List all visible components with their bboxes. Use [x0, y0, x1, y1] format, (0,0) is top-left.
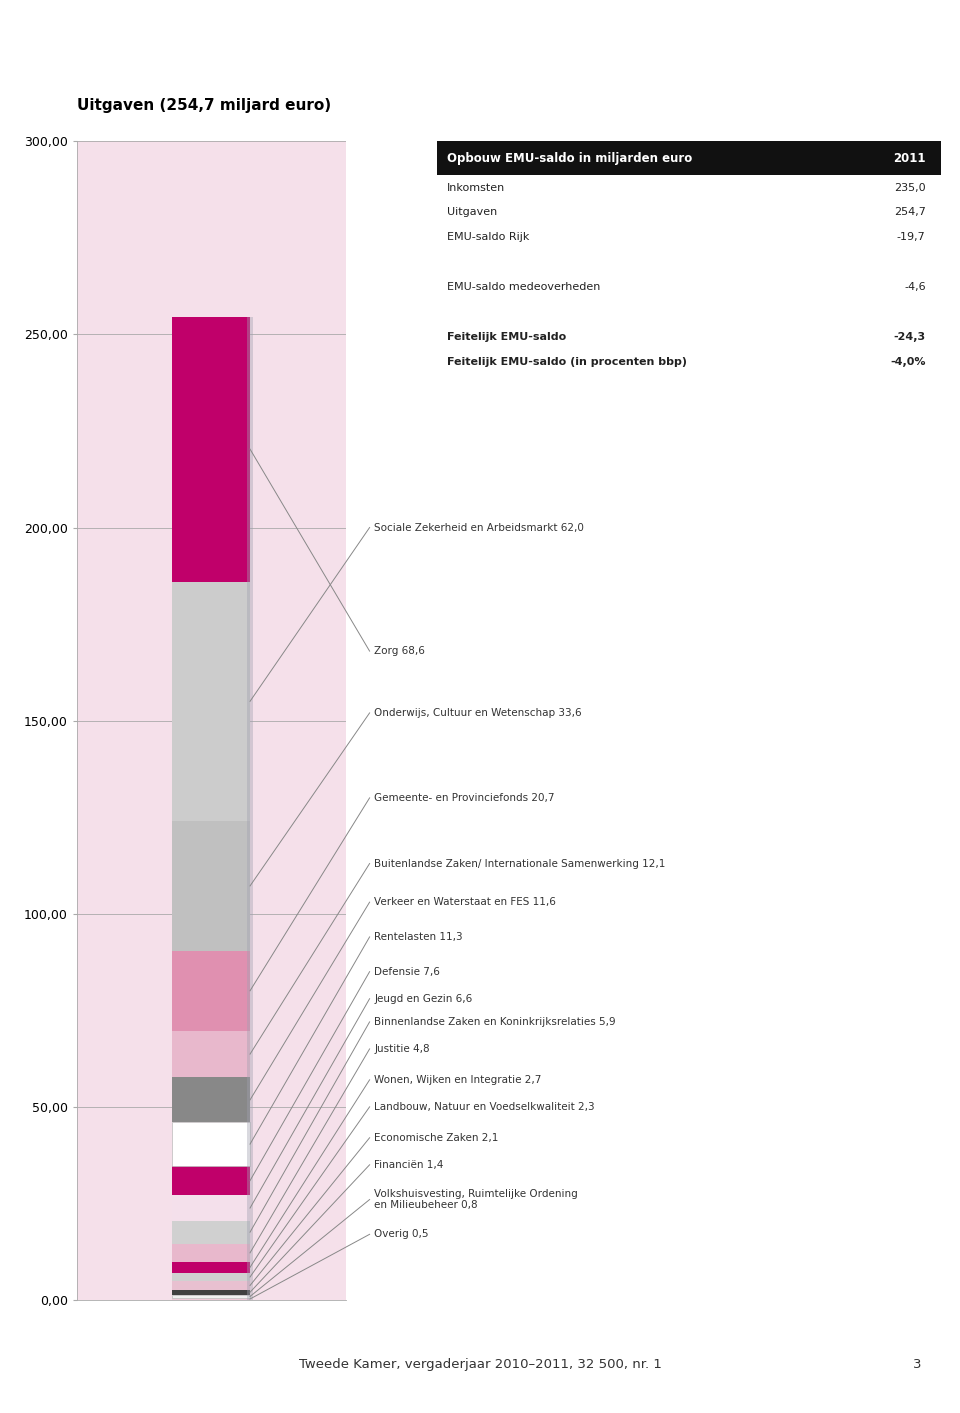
- Text: Onderwijs, Cultuur en Wetenschap 33,6: Onderwijs, Cultuur en Wetenschap 33,6: [374, 708, 582, 718]
- Text: -4,6: -4,6: [904, 283, 925, 292]
- Bar: [173, 1122, 250, 1166]
- Bar: [173, 1282, 250, 1290]
- Text: Justitie 4,8: Justitie 4,8: [374, 1044, 430, 1054]
- Bar: [173, 1078, 250, 1122]
- Bar: [173, 1221, 250, 1243]
- Text: Buitenlandse Zaken/ Internationale Samenwerking 12,1: Buitenlandse Zaken/ Internationale Samen…: [374, 859, 666, 869]
- Text: Volkshuisvesting, Ruimtelijke Ordening
en Milieubeheer 0,8: Volkshuisvesting, Ruimtelijke Ordening e…: [374, 1188, 578, 1211]
- Text: 254,7: 254,7: [894, 208, 925, 218]
- Text: 235,0: 235,0: [894, 182, 925, 192]
- Text: Overig 0,5: Overig 0,5: [374, 1229, 429, 1239]
- Text: Verkeer en Waterstaat en FES 11,6: Verkeer en Waterstaat en FES 11,6: [374, 897, 556, 907]
- Bar: [173, 1299, 250, 1300]
- Bar: [173, 1195, 250, 1221]
- Text: Rentelasten 11,3: Rentelasten 11,3: [374, 933, 463, 942]
- Bar: [173, 1294, 250, 1299]
- Text: EMU-saldo Rijk: EMU-saldo Rijk: [446, 232, 529, 243]
- Text: -19,7: -19,7: [897, 232, 925, 243]
- Text: Uitgaven: Uitgaven: [446, 208, 497, 218]
- Text: Zorg 68,6: Zorg 68,6: [374, 646, 425, 656]
- Bar: [173, 1273, 250, 1282]
- Text: Inkomsten: Inkomsten: [446, 182, 505, 192]
- Text: Wonen, Wijken en Integratie 2,7: Wonen, Wijken en Integratie 2,7: [374, 1075, 541, 1085]
- Bar: [247, 317, 253, 1300]
- Text: 2011: 2011: [893, 151, 925, 165]
- Bar: [173, 1290, 250, 1294]
- Text: Sociale Zekerheid en Arbeidsmarkt 62,0: Sociale Zekerheid en Arbeidsmarkt 62,0: [374, 523, 585, 533]
- Bar: [173, 951, 250, 1030]
- Bar: [437, 141, 941, 175]
- Text: Economische Zaken 2,1: Economische Zaken 2,1: [374, 1133, 499, 1143]
- Bar: [173, 582, 250, 821]
- Text: Gemeente- en Provinciefonds 20,7: Gemeente- en Provinciefonds 20,7: [374, 793, 555, 803]
- Text: Binnenlandse Zaken en Koninkrijksrelaties 5,9: Binnenlandse Zaken en Koninkrijksrelatie…: [374, 1017, 616, 1027]
- Text: 3: 3: [913, 1358, 922, 1371]
- Bar: [173, 1243, 250, 1262]
- Bar: [173, 821, 250, 951]
- Text: Uitgaven (254,7 miljard euro): Uitgaven (254,7 miljard euro): [77, 97, 331, 113]
- Text: Jeugd en Gezin 6,6: Jeugd en Gezin 6,6: [374, 993, 472, 1003]
- Bar: [173, 1030, 250, 1078]
- Text: -24,3: -24,3: [894, 332, 925, 342]
- Bar: [173, 1166, 250, 1195]
- Text: EMU-saldo medeoverheden: EMU-saldo medeoverheden: [446, 283, 600, 292]
- Text: Landbouw, Natuur en Voedselkwaliteit 2,3: Landbouw, Natuur en Voedselkwaliteit 2,3: [374, 1102, 595, 1112]
- Text: Financiën 1,4: Financiën 1,4: [374, 1160, 444, 1170]
- Text: Tweede Kamer, vergaderjaar 2010–2011, 32 500, nr. 1: Tweede Kamer, vergaderjaar 2010–2011, 32…: [299, 1358, 661, 1371]
- Text: Feitelijk EMU-saldo (in procenten bbp): Feitelijk EMU-saldo (in procenten bbp): [446, 357, 687, 367]
- Bar: [173, 1262, 250, 1273]
- Text: Feitelijk EMU-saldo: Feitelijk EMU-saldo: [446, 332, 566, 342]
- Bar: [173, 317, 250, 582]
- Text: -4,0%: -4,0%: [890, 357, 925, 367]
- Text: Opbouw EMU-saldo in miljarden euro: Opbouw EMU-saldo in miljarden euro: [446, 151, 692, 165]
- Text: Defensie 7,6: Defensie 7,6: [374, 966, 441, 976]
